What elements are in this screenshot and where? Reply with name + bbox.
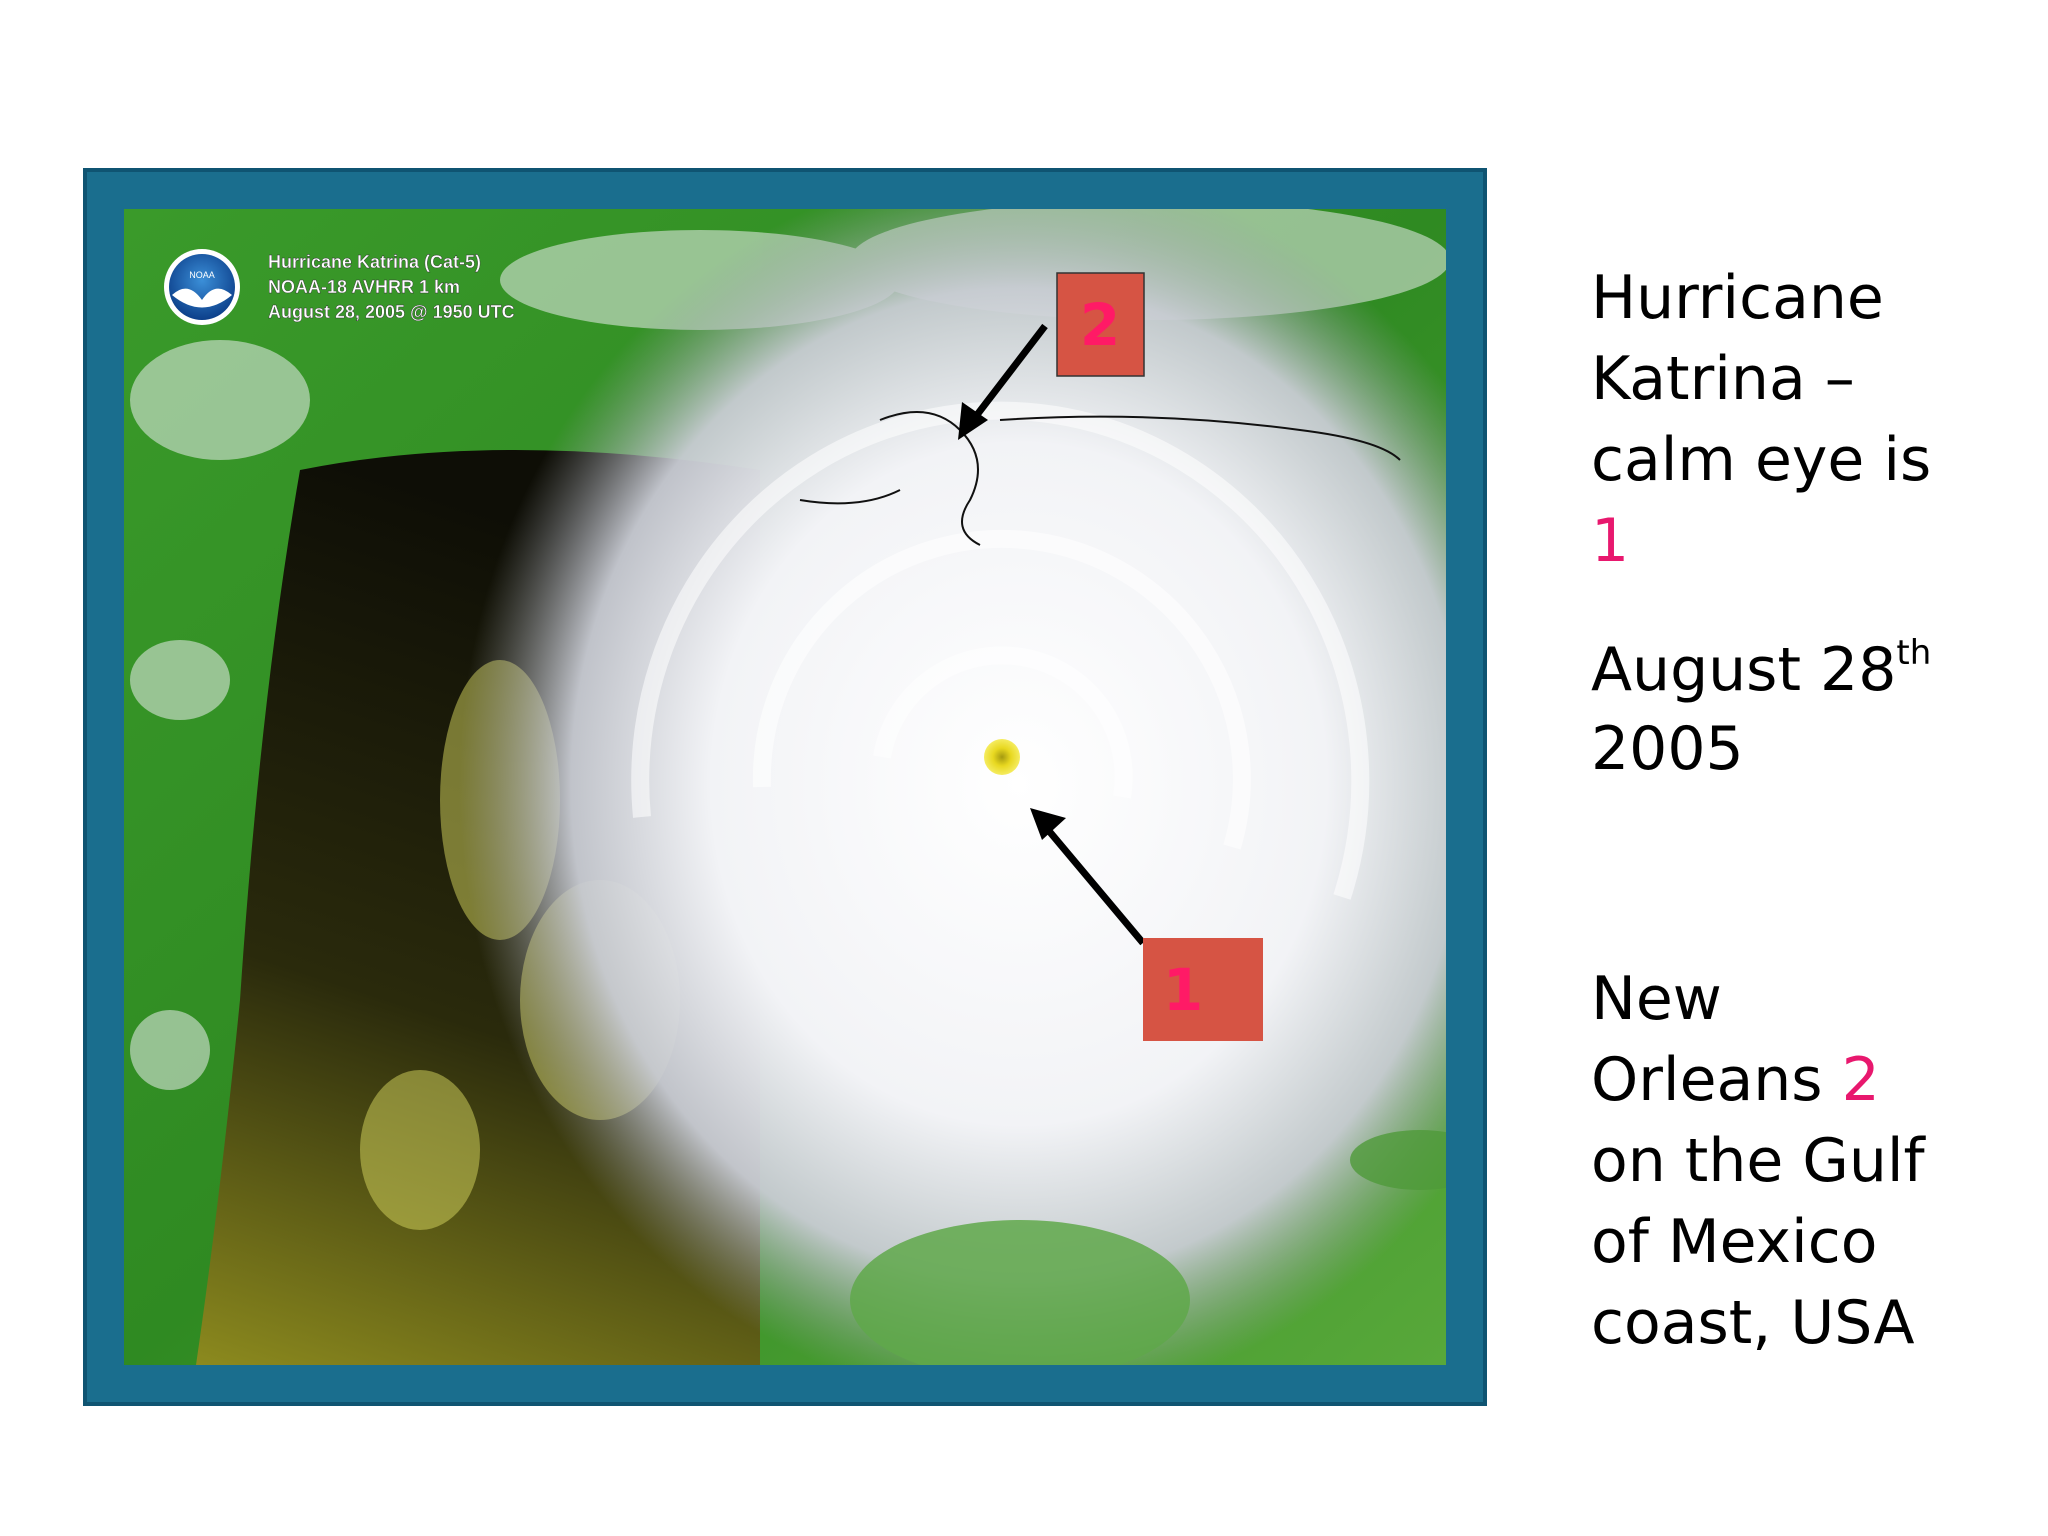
image-caption: Hurricane Katrina (Cat-5) [268, 252, 481, 272]
text-span: Orleans [1591, 1045, 1823, 1115]
text-line: coast, USA [1591, 1288, 1915, 1358]
text-line: of Mexico [1591, 1207, 1877, 1277]
marker-label: 2 [1080, 291, 1120, 359]
text-line: 2005 [1591, 714, 1744, 784]
hurricane-eye [984, 739, 1020, 775]
logo-text: NOAA [189, 270, 215, 280]
highlight: 2 [1842, 1045, 1880, 1115]
text-line: calm eye is [1591, 425, 1931, 495]
image-caption: NOAA-18 AVHRR 1 km [268, 277, 460, 297]
text-line: New [1591, 964, 1722, 1034]
arrow-2 [958, 323, 1048, 440]
marker-label: 1 [1163, 956, 1203, 1024]
text-line: Hurricane [1591, 263, 1884, 333]
text-line: August 28th [1591, 633, 1931, 705]
date: August 28 [1591, 635, 1896, 705]
marker-box [1056, 272, 1145, 377]
satellite-image: NOAA Hurricane Katrina (Cat-5) NOAA-18 A… [124, 209, 1446, 1365]
marker-box [1143, 938, 1263, 1041]
text-line: on the Gulf [1591, 1126, 1927, 1196]
slide-text: Hurricane Katrina – calm eye is 1 August… [1591, 263, 1931, 1358]
superscript: th [1896, 633, 1931, 673]
image-caption: August 28, 2005 @ 1950 UTC [268, 302, 515, 322]
highlight: 1 [1591, 506, 1629, 576]
text-line: Orleans 2 [1591, 1045, 1880, 1115]
arrow-1 [1030, 808, 1146, 946]
text-line: Katrina – [1591, 344, 1855, 414]
